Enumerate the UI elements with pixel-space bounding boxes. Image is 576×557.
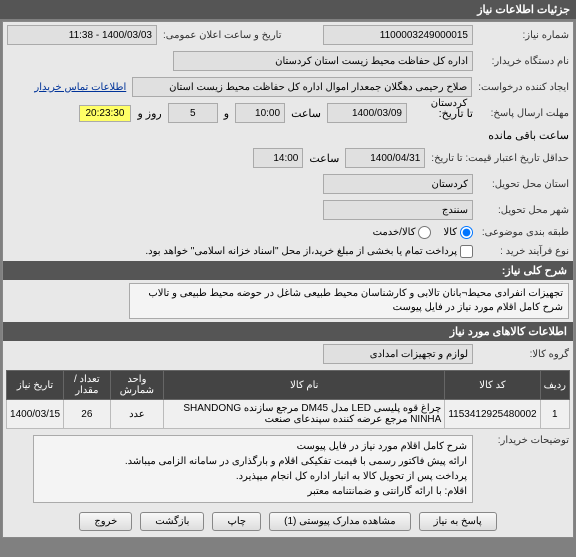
process-type-label: نوع فرآیند خرید :: [479, 246, 569, 257]
table-header-row: ردیف کد کالا نام کالا واحد شمارش تعداد /…: [7, 371, 570, 400]
validity-label: حداقل تاریخ اعتبار قیمت: تا تاریخ:: [431, 153, 569, 164]
general-desc-header: شرح کلی نیاز:: [3, 261, 573, 280]
creator-value: صلاح رحیمی دهگلان جمعدار اموال اداره کل …: [132, 77, 472, 97]
col-row: ردیف: [540, 371, 569, 400]
deadline-time: 10:00: [235, 103, 285, 123]
details-header: جزئیات اطلاعات نیاز: [0, 0, 576, 19]
deadline-date: 1400/03/09: [327, 103, 407, 123]
city-label: شهر محل تحویل:: [479, 205, 569, 216]
remain-label: ساعت باقی مانده: [488, 129, 569, 142]
view-attach-button[interactable]: مشاهده مدارک پیوستی (1): [269, 512, 411, 531]
col-date: تاریخ نیاز: [7, 371, 64, 400]
main-panel: شماره نیاز: 1100003249000015 تاریخ و ساع…: [2, 21, 574, 538]
goods-radio[interactable]: [460, 226, 473, 239]
need-no-label: شماره نیاز:: [479, 30, 569, 41]
service-radio-item[interactable]: کالا/خدمت: [373, 226, 432, 239]
goods-radio-item[interactable]: کالا: [443, 226, 473, 239]
cell-unit: عدد: [110, 400, 164, 429]
buyer-name-label: نام دستگاه خریدار:: [479, 56, 569, 67]
hour-label-2: ساعت: [309, 152, 339, 165]
col-unit: واحد شمارش: [110, 371, 164, 400]
validity-date: 1400/04/31: [345, 148, 425, 168]
announce-dt-label: تاریخ و ساعت اعلان عمومی:: [163, 30, 282, 41]
cell-qty: 26: [64, 400, 110, 429]
province-value: کردستان: [323, 174, 473, 194]
item-group-value: لوازم و تجهیزات امدادی: [323, 344, 473, 364]
reply-button[interactable]: پاسخ به نیاز: [419, 512, 497, 531]
days-label: روز و: [137, 107, 161, 120]
service-radio[interactable]: [418, 226, 431, 239]
partial-pay-checkbox[interactable]: [460, 245, 473, 258]
cell-row: 1: [540, 400, 569, 429]
footer-buttons: پاسخ به نیاز مشاهده مدارک پیوستی (1) چاپ…: [3, 506, 573, 537]
cell-code: 1153412925480002: [445, 400, 540, 429]
cell-name: چراغ قوه پلیسی LED مدل DM45 مرجع سازنده …: [164, 400, 445, 429]
buyer-name-value: اداره کل حفاظت محیط زیست استان کردستان: [173, 51, 473, 71]
buyer-desc-value: شرح کامل اقلام مورد نیاز در فایل پیوست ا…: [33, 435, 473, 503]
and-label: و: [224, 107, 229, 120]
partial-pay-item[interactable]: پرداخت تمام یا بخشی از مبلغ خرید،از محل …: [145, 245, 473, 258]
province-label: استان محل تحویل:: [479, 179, 569, 190]
time-remain: 20:23:30: [79, 105, 132, 122]
validity-time: 14:00: [253, 148, 303, 168]
contact-link[interactable]: اطلاعات تماس خریدار: [34, 82, 126, 93]
goods-radio-label: کالا: [443, 227, 457, 238]
col-code: کد کالا: [445, 371, 540, 400]
city-value: سنندج: [323, 200, 473, 220]
hour-label: ساعت: [291, 107, 321, 120]
buyer-desc-label: توضیحات خریدار:: [479, 435, 569, 446]
item-group-label: گروه کالا:: [479, 349, 569, 360]
items-table: ردیف کد کالا نام کالا واحد شمارش تعداد /…: [6, 370, 570, 429]
service-radio-label: کالا/خدمت: [373, 227, 416, 238]
col-qty: تعداد / مقدار: [64, 371, 110, 400]
need-no-value: 1100003249000015: [323, 25, 473, 45]
print-button[interactable]: چاپ: [212, 512, 261, 531]
partial-pay-label: پرداخت تمام یا بخشی از مبلغ خرید،از محل …: [145, 246, 457, 257]
budget-label: طبقه بندی موضوعی:: [479, 227, 569, 238]
general-desc-value: تجهیزات انفرادی محیط¬بانان تالابی و کارش…: [129, 283, 569, 319]
items-info-header: اطلاعات کالاهای مورد نیاز: [3, 322, 573, 341]
table-row[interactable]: 1 1153412925480002 چراغ قوه پلیسی LED مد…: [7, 400, 570, 429]
col-name: نام کالا: [164, 371, 445, 400]
until-label: تا تاریخ:: [413, 107, 473, 120]
days-remain: 5: [168, 103, 218, 123]
close-button[interactable]: خروج: [79, 512, 132, 531]
cell-date: 1400/03/15: [7, 400, 64, 429]
creator-label: ایجاد کننده درخواست:: [478, 82, 569, 93]
deadline-label: مهلت ارسال پاسخ:: [479, 108, 569, 119]
back-button[interactable]: بازگشت: [140, 512, 204, 531]
announce-dt-value: 1400/03/03 - 11:38: [7, 25, 157, 45]
